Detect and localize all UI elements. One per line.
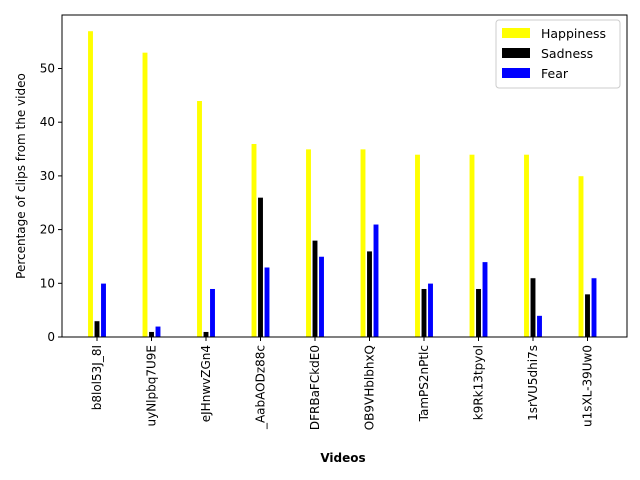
- legend-label-fear: Fear: [541, 66, 569, 81]
- x-tick-label: uyNlpbq7U9E: [145, 345, 159, 427]
- x-tick-label: eJHnwvZGn4: [199, 345, 213, 422]
- bar-sadness-3: [257, 197, 264, 338]
- y-axis: 0 10 20 30 40 50: [40, 62, 62, 344]
- legend: Happiness Sadness Fear: [495, 19, 621, 89]
- y-tick-label: 50: [40, 62, 55, 76]
- bar-sadness-9: [584, 293, 591, 338]
- legend-label-happiness: Happiness: [541, 26, 606, 41]
- y-tick-label: 0: [47, 330, 55, 344]
- x-tick-label: k9Rk13tpyol: [472, 345, 486, 420]
- x-tick-label: b8lol53J_8I: [90, 345, 104, 410]
- x-axis: b8lol53J_8I uyNlpbq7U9E eJHnwvZGn4 _AabAODz…: [90, 337, 595, 430]
- y-tick-label: 20: [40, 223, 55, 237]
- bar-sadness-7: [475, 288, 482, 338]
- bar-happiness-4: [305, 148, 312, 338]
- x-axis-title: Videos: [320, 451, 365, 465]
- x-tick-label: 1srVU5dhi7s: [526, 345, 540, 421]
- bar-happiness-8: [523, 154, 530, 338]
- bar-sadness-6: [420, 288, 428, 338]
- x-tick-label: DFRBaFCkdE0: [308, 345, 322, 430]
- y-tick-label: 40: [40, 115, 55, 129]
- bar-fear-5: [372, 223, 380, 338]
- legend-swatch-sadness: [502, 48, 530, 58]
- bar-happiness-0: [87, 30, 94, 338]
- legend-swatch-fear: [502, 68, 530, 78]
- bars-layer: [87, 30, 598, 338]
- x-tick-label: u1sXL-39Uw0: [581, 345, 595, 427]
- bar-sadness-5: [366, 250, 373, 338]
- x-tick-label: TamPS2nPtlc: [417, 345, 431, 422]
- bar-fear-6: [427, 282, 434, 338]
- bar-happiness-1: [141, 52, 149, 338]
- bar-fear-3: [263, 266, 271, 338]
- bar-happiness-5: [359, 148, 367, 338]
- y-axis-title: Percentage of clips from the video: [14, 73, 28, 279]
- bar-fear-7: [481, 261, 489, 338]
- bar-fear-4: [318, 256, 325, 338]
- bar-fear-1: [154, 325, 162, 338]
- bar-fear-9: [590, 277, 598, 338]
- bar-sadness-1: [148, 331, 155, 338]
- bar-fear-2: [209, 288, 216, 338]
- bar-sadness-4: [311, 240, 319, 338]
- x-tick-label: _AabAODz88c: [254, 345, 268, 430]
- bar-sadness-8: [529, 277, 537, 338]
- bar-happiness-7: [468, 154, 476, 338]
- bar-happiness-6: [414, 154, 421, 338]
- bar-happiness-3: [250, 143, 258, 338]
- bar-happiness-9: [577, 175, 585, 338]
- bar-sadness-2: [202, 331, 210, 338]
- bar-fear-0: [100, 282, 107, 338]
- y-tick-label: 30: [40, 169, 55, 183]
- bar-fear-8: [536, 315, 543, 338]
- legend-label-sadness: Sadness: [541, 46, 593, 61]
- x-tick-label: OB9VHblbhxQ: [363, 345, 377, 430]
- bar-happiness-2: [196, 100, 203, 338]
- y-tick-label: 10: [40, 276, 55, 290]
- legend-swatch-happiness: [502, 28, 530, 38]
- bar-sadness-0: [93, 320, 101, 338]
